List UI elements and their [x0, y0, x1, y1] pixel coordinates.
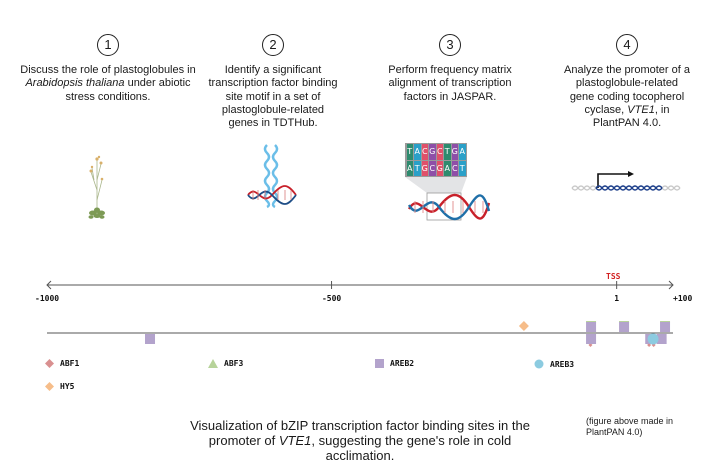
- step-2: 2 Identify a significant transcription f…: [183, 34, 363, 130]
- step-number: 2: [262, 34, 284, 56]
- step-number: 3: [439, 34, 461, 56]
- step-text-part: under abiotic stress conditions.: [65, 77, 191, 103]
- step-text-part: Perform frequency matrix alignment of tr…: [388, 64, 512, 103]
- marker-areb2: [145, 334, 156, 344]
- promoter-tss-arrow-icon: [571, 171, 681, 191]
- step-1: 1 Discuss the role of plastoglobules in …: [18, 34, 198, 104]
- legend-item-areb3: AREB3: [534, 359, 574, 369]
- motif-base: T: [406, 144, 413, 160]
- figure-caption: Visualization of bZIP transcription fact…: [180, 418, 540, 463]
- legend-label: ABF1: [60, 359, 80, 368]
- step-text: Analyze the promoter of a plastoglobule-…: [537, 64, 717, 130]
- square-marker-icon: [375, 359, 384, 368]
- motif-base: C: [451, 160, 458, 176]
- marker-hy5: [518, 321, 529, 331]
- marker-areb2: [656, 334, 667, 344]
- legend-label: AREB2: [390, 359, 415, 368]
- step-number: 4: [616, 34, 638, 56]
- marker-areb2: [586, 334, 597, 344]
- legend-item-abf3: ABF3: [208, 359, 243, 368]
- motif-base: C: [436, 144, 443, 160]
- diamond-marker-icon: [45, 359, 54, 368]
- axis-start-arrow: [46, 280, 52, 290]
- step-4: 4 Analyze the promoter of a plastoglobul…: [537, 34, 717, 130]
- motif-base: G: [451, 144, 458, 160]
- axis-tick-label: 1: [614, 294, 620, 303]
- motif-base: A: [459, 144, 466, 160]
- marker-areb2: [586, 322, 597, 332]
- gene-name: VTE1: [627, 103, 655, 116]
- step-text: Perform frequency matrix alignment of tr…: [360, 64, 540, 104]
- motif-base: G: [436, 160, 443, 176]
- marker-abf3: [619, 321, 630, 323]
- promoter-axis: [46, 280, 674, 347]
- step-text-part: Identify a significant transcription fac…: [208, 64, 338, 130]
- legend-label: AREB3: [550, 359, 575, 369]
- motif-base: C: [421, 144, 428, 160]
- legend-label: ABF3: [224, 359, 244, 368]
- motif-base: A: [406, 160, 413, 176]
- motif-base: T: [459, 160, 466, 176]
- legend-item-areb2: AREB2: [375, 359, 414, 368]
- axis-tick-label: +100: [673, 294, 693, 303]
- axis-tick-label: -500: [321, 294, 342, 303]
- arabidopsis-plant-icon: [88, 155, 105, 219]
- marker-areb2: [619, 322, 630, 332]
- motif-base: A: [414, 144, 421, 160]
- gene-name: VTE1: [278, 433, 312, 448]
- circle-marker-icon: [534, 359, 544, 369]
- caption-text: Visualization of bZIP transcription fact…: [190, 418, 530, 448]
- motif-base: T: [444, 144, 451, 160]
- step-text-part: Analyze the promoter of a plastoglobule-…: [564, 64, 690, 116]
- motif-base: T: [414, 160, 421, 176]
- axis-tick-label: -1000: [35, 294, 60, 303]
- legend-item-abf1: ABF1: [45, 359, 79, 368]
- motif-base: G: [429, 144, 436, 160]
- marker-areb3: [647, 333, 659, 345]
- species-name: Arabidopsis thaliana: [25, 77, 125, 90]
- legend-item-hy5: HY5: [45, 382, 74, 391]
- source-note: (figure above made in PlantPAN 4.0): [586, 416, 674, 437]
- step-text-part: Discuss the role of plastoglobules in: [20, 64, 196, 76]
- motif-base: C: [429, 160, 436, 176]
- triangle-marker-icon: [208, 359, 218, 368]
- marker-abf3: [586, 321, 597, 323]
- legend-label: HY5: [60, 382, 75, 391]
- axis-end-arrow: [668, 280, 674, 290]
- step-text-part: , in PlantPAN 4.0.: [592, 103, 670, 130]
- motif-base: G: [421, 160, 428, 176]
- step-text: Identify a significant transcription fac…: [183, 64, 363, 130]
- step-3: 3 Perform frequency matrix alignment of …: [360, 34, 540, 104]
- motif-base: A: [444, 160, 451, 176]
- step-number: 1: [97, 34, 119, 56]
- transcription-factor-dna-icon: [247, 144, 297, 209]
- caption-text: , suggesting the gene's role in cold acc…: [311, 433, 512, 463]
- diamond-marker-icon: [45, 382, 54, 391]
- tss-label: TSS: [606, 272, 621, 281]
- step-text: Discuss the role of plastoglobules in Ar…: [18, 64, 198, 104]
- marker-abf3: [660, 321, 671, 323]
- marker-areb2: [660, 322, 671, 332]
